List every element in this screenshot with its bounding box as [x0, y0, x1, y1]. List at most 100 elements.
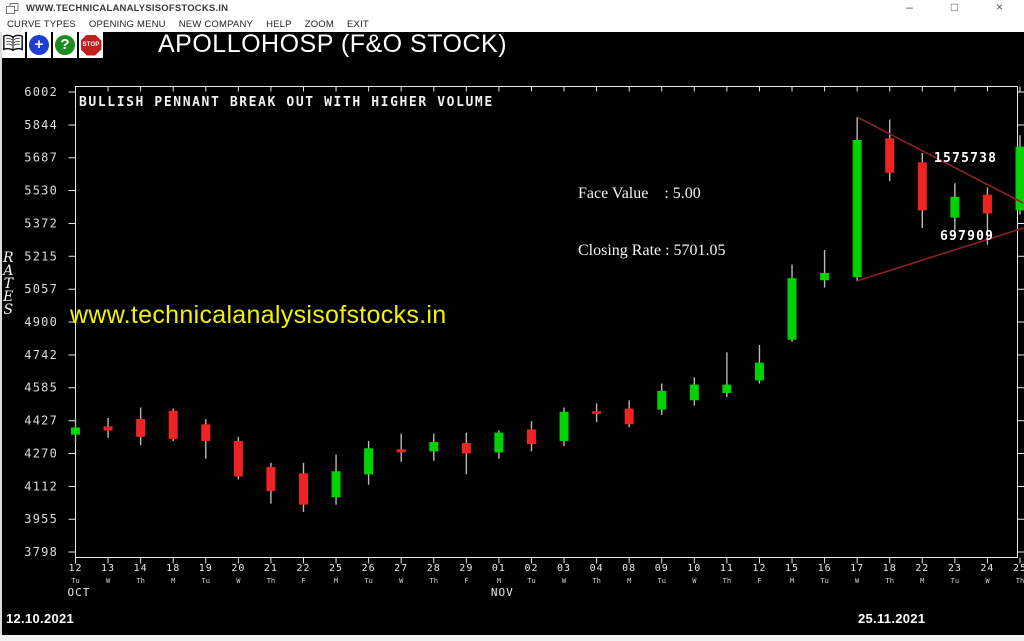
x-weekday-label: M [334, 577, 338, 585]
candle-body [982, 194, 992, 214]
candle-body [461, 443, 471, 454]
candle-body [233, 440, 243, 477]
candle-body [852, 140, 862, 278]
x-date-label: 19 [199, 563, 213, 574]
candle-body [103, 426, 113, 431]
y-tick-label: 5057 [24, 282, 58, 296]
y-tick-label: 4900 [24, 315, 58, 329]
candle-body [494, 432, 504, 453]
x-date-label: 28 [427, 563, 441, 574]
y-tick-label: 4427 [24, 414, 58, 428]
x-date-label: 12 [68, 563, 82, 574]
y-tick-label: 4270 [24, 446, 58, 460]
x-weekday-label: W [236, 577, 241, 585]
window-title: WWW.TECHNICALANALYSISOFSTOCKS.IN [26, 3, 229, 14]
x-month-label: OCT [68, 586, 91, 599]
base-volume-label: 697909 [940, 229, 995, 244]
candle-body [917, 162, 927, 211]
y-tick-label: 5687 [24, 151, 58, 165]
x-date-label: 02 [524, 563, 538, 574]
candle-body [298, 473, 308, 505]
candle-body [722, 384, 732, 393]
stop-button[interactable]: STOP [79, 32, 103, 58]
y-tick-label: 5844 [24, 118, 58, 132]
pattern-annotation: BULLISH PENNANT BREAK OUT WITH HIGHER VO… [79, 95, 494, 110]
menu-item-zoom[interactable]: ZOOM [304, 18, 334, 30]
y-tick-label: 4585 [24, 381, 58, 395]
y-tick-label: 3955 [24, 512, 58, 526]
x-weekday-label: M [790, 577, 794, 585]
candle-body [885, 138, 895, 173]
maximize-button[interactable]: □ [950, 0, 959, 14]
menu-bar: CURVE TYPES OPENING MENU NEW COMPANY HEL… [0, 16, 1024, 32]
candle-body [429, 442, 439, 452]
website-watermark: www.technicalanalysisofstocks.in [70, 301, 447, 329]
x-weekday-label: W [692, 577, 697, 585]
candle-body [266, 467, 276, 492]
menu-item-help[interactable]: HELP [266, 18, 292, 30]
x-date-label: 16 [818, 563, 832, 574]
question-icon: ? [55, 35, 75, 55]
x-date-label: 21 [264, 563, 278, 574]
x-date-label: 04 [590, 563, 604, 574]
add-button[interactable]: + [27, 32, 51, 58]
candle-body [559, 411, 569, 441]
candle-body [1015, 146, 1024, 211]
x-weekday-label: Tu [202, 577, 210, 585]
y-tick-label: 4742 [24, 348, 58, 362]
candle-body [624, 408, 634, 425]
window-controls: – □ × [887, 0, 1022, 16]
x-date-label: 27 [394, 563, 408, 574]
x-weekday-label: Th [592, 577, 600, 585]
minimize-button[interactable]: – [906, 0, 913, 14]
y-tick-label: 4112 [24, 479, 58, 493]
app-icon [6, 2, 19, 20]
x-weekday-label: Th [430, 577, 438, 585]
candle-body [331, 471, 341, 498]
x-weekday-label: Th [886, 577, 894, 585]
candle-body [201, 424, 211, 441]
book-button[interactable] [1, 32, 25, 58]
candle-body [526, 429, 536, 445]
x-date-label: 23 [948, 563, 962, 574]
x-weekday-label: M [171, 577, 175, 585]
x-weekday-label: F [301, 577, 305, 585]
close-button[interactable]: × [995, 0, 1003, 14]
closing-rate-line: Closing Rate : 5701.05 [578, 242, 726, 259]
candle-body [71, 427, 80, 435]
end-date-label: 25.11.2021 [858, 611, 926, 626]
x-date-label: 15 [785, 563, 799, 574]
menu-item-opening-menu[interactable]: OPENING MENU [88, 18, 166, 30]
candle-body [168, 410, 178, 439]
x-date-label: 25 [329, 563, 343, 574]
x-date-label: 25 [1013, 563, 1024, 574]
menu-item-exit[interactable]: EXIT [347, 18, 369, 30]
candle-body [592, 411, 602, 414]
toolbar: + ? STOP [1, 32, 103, 58]
x-weekday-label: Th [1016, 577, 1024, 585]
x-weekday-label: Th [136, 577, 144, 585]
x-date-label: 03 [557, 563, 571, 574]
candle-body [787, 278, 797, 340]
x-date-label: 26 [362, 563, 376, 574]
window-bottom-border [0, 635, 1024, 641]
title-bar: WWW.TECHNICALANALYSISOFSTOCKS.IN – □ × [0, 0, 1024, 16]
x-month-label: NOV [491, 586, 514, 599]
y-tick-label: 5372 [24, 216, 58, 230]
candle-body [754, 362, 764, 381]
x-weekday-label: Tu [364, 577, 372, 585]
x-weekday-label: F [757, 577, 761, 585]
help-button[interactable]: ? [53, 32, 77, 58]
x-date-label: 13 [101, 563, 115, 574]
x-weekday-label: W [399, 577, 404, 585]
x-weekday-label: Tu [658, 577, 666, 585]
x-date-label: 29 [459, 563, 473, 574]
x-date-label: 14 [134, 563, 148, 574]
menu-item-new-company[interactable]: NEW COMPANY [178, 18, 254, 30]
x-date-label: 12 [752, 563, 766, 574]
x-weekday-label: W [855, 577, 860, 585]
breakout-volume-label: 1575738 [934, 151, 998, 166]
y-tick-label: 3798 [24, 545, 58, 559]
menu-item-curve-types[interactable]: CURVE TYPES [7, 18, 76, 30]
